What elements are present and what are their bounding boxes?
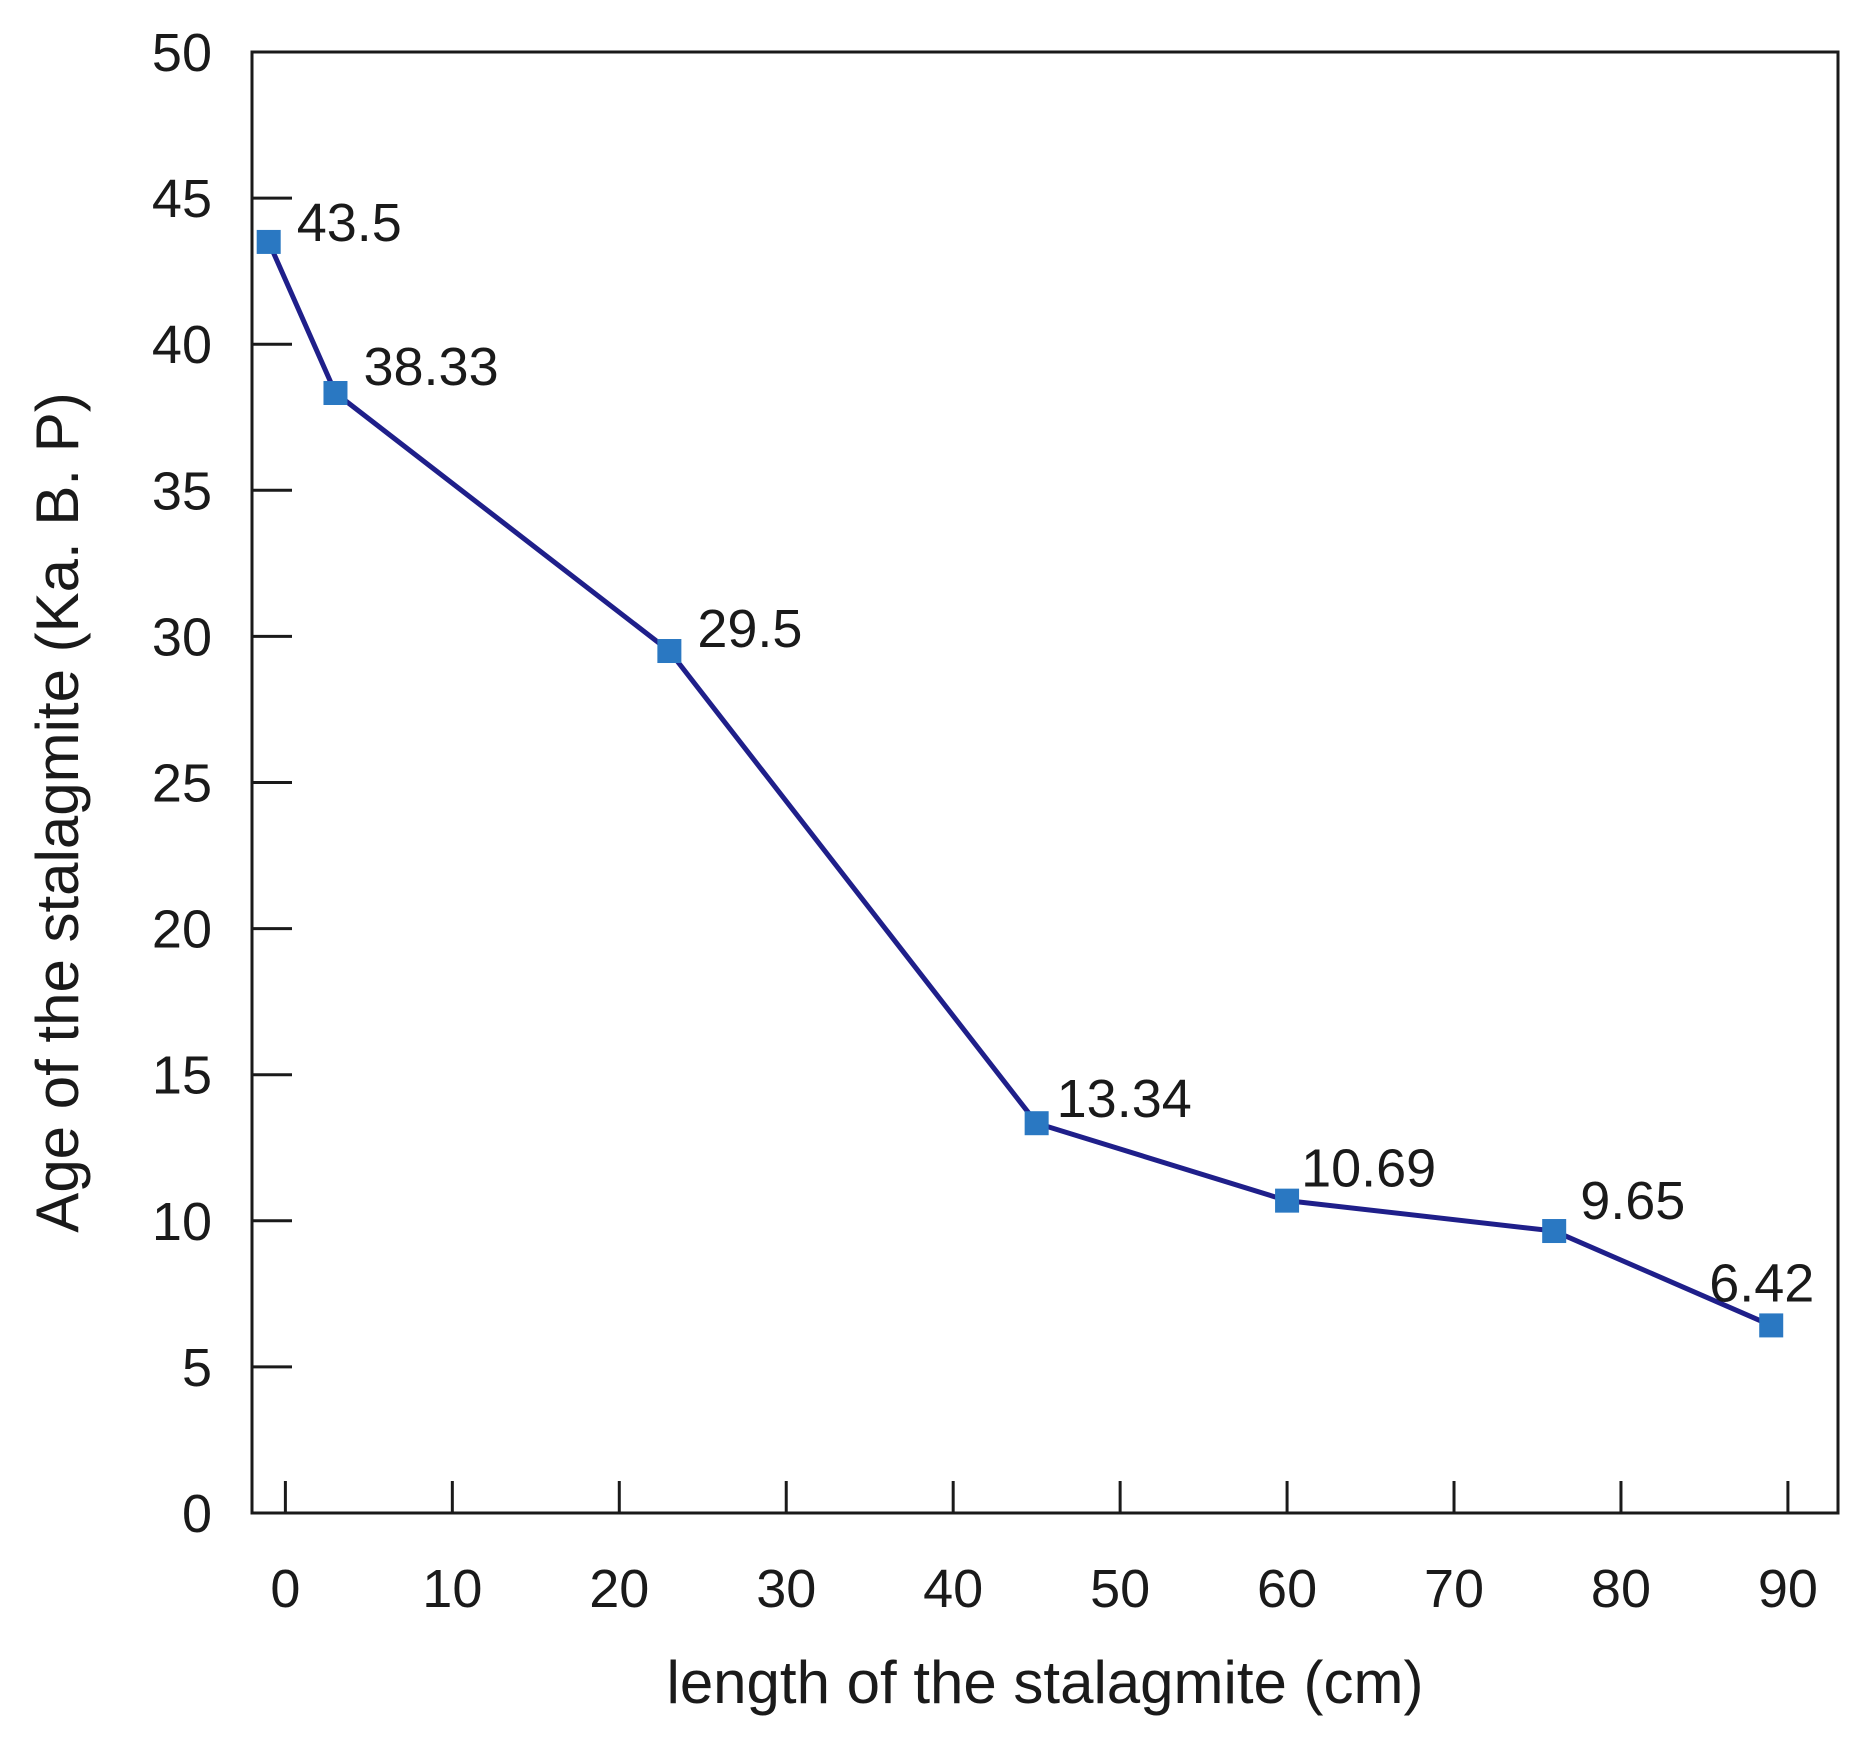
x-tick-label: 0 [270, 1559, 300, 1619]
series: 43.5 38.33 29.5 13.34 10.69 9.65 6.42 [256, 193, 1814, 1338]
x-tick-label: 60 [1257, 1559, 1317, 1619]
y-tick-label: 45 [152, 169, 212, 229]
x-tick-label: 10 [422, 1559, 482, 1619]
x-tick-label: 50 [1090, 1559, 1150, 1619]
data-point [1275, 1188, 1300, 1213]
y-tick-label: 25 [152, 754, 212, 814]
x-tick-label: 90 [1758, 1559, 1818, 1619]
data-label: 38.33 [363, 337, 498, 397]
y-tick-label: 5 [182, 1338, 212, 1398]
data-label: 13.34 [1057, 1069, 1192, 1129]
x-tick-label: 30 [756, 1559, 816, 1619]
axes: 0 5 10 15 20 25 30 35 40 45 50 0 10 20 30 40 50 60 70 80 90 [152, 23, 1840, 1619]
x-tick-label: 40 [923, 1559, 983, 1619]
x-tick-label: 20 [589, 1559, 649, 1619]
data-label: 10.69 [1301, 1139, 1436, 1199]
data-point [1542, 1219, 1567, 1244]
data-label: 43.5 [297, 193, 402, 253]
x-tick-label: 70 [1424, 1559, 1484, 1619]
data-point [657, 639, 682, 664]
y-tick-label: 30 [152, 607, 212, 667]
x-tick-label: 80 [1591, 1559, 1651, 1619]
y-tick-label: 40 [152, 315, 212, 375]
data-point [323, 380, 348, 405]
data-label: 29.5 [697, 599, 802, 659]
plot-frame [250, 50, 1840, 1515]
y-tick-label: 20 [152, 900, 212, 960]
y-axis-title: Age of the stalagmite (Ka. B. P) [24, 392, 91, 1232]
x-axis-title: length of the stalagmite (cm) [666, 1649, 1423, 1716]
y-tick-label: 15 [152, 1046, 212, 1106]
data-label: 6.42 [1709, 1253, 1814, 1313]
y-tick-label: 50 [152, 23, 212, 83]
data-label: 9.65 [1580, 1171, 1685, 1231]
series-line [266, 240, 1773, 1328]
data-point [1024, 1111, 1049, 1136]
data-point [1759, 1313, 1784, 1338]
y-tick-label: 10 [152, 1192, 212, 1252]
y-tick-label: 35 [152, 461, 212, 521]
data-point [256, 229, 281, 254]
y-tick-label: 0 [182, 1484, 212, 1544]
